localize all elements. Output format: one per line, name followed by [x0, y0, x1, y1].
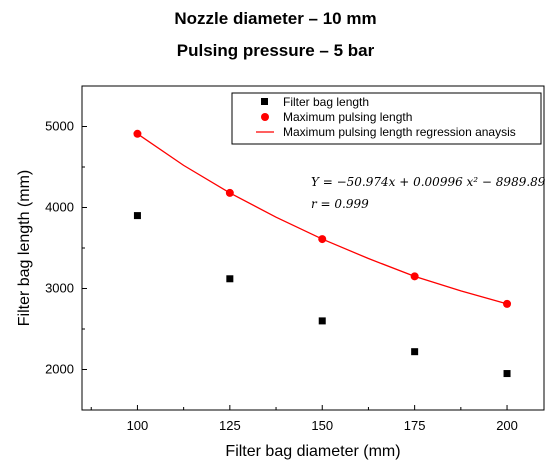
y-tick-label: 5000 [45, 119, 74, 134]
x-tick-label: 125 [219, 418, 241, 433]
maximum-pulsing-length-point [318, 235, 327, 244]
y-axis: 2000 3000 4000 5000 [45, 119, 87, 377]
legend-label-filter-bag-length: Filter bag length [283, 95, 369, 109]
maximum-pulsing-length-point [133, 129, 142, 138]
x-tick-label: 175 [404, 418, 426, 433]
regression-line [137, 133, 508, 305]
maximum-pulsing-length-point [225, 188, 234, 197]
legend-marker-square [261, 98, 268, 105]
filter-bag-length-point [226, 275, 234, 283]
y-tick-label: 4000 [45, 200, 74, 215]
legend-label-maximum-pulsing-length: Maximum pulsing length [283, 110, 412, 124]
chart-subtitle: Pulsing pressure – 5 bar [176, 41, 375, 60]
legend-marker-circle [261, 113, 269, 121]
x-tick-label: 200 [496, 418, 518, 433]
maximum-pulsing-length-point [410, 272, 419, 281]
x-axis: 100 125 150 175 200 [90, 405, 518, 433]
y-tick-label: 2000 [45, 362, 74, 377]
y-tick-label: 3000 [45, 281, 74, 296]
x-tick-label: 100 [127, 418, 149, 433]
regression-equation: Y = −50.974x + 0.00996 x² − 8989.89 [311, 175, 546, 189]
maximum-pulsing-length-point [503, 299, 512, 308]
filter-bag-length-point [133, 212, 141, 220]
correlation-coefficient: r = 0.999 [311, 197, 369, 211]
x-tick-label: 150 [311, 418, 333, 433]
x-axis-title: Filter bag diameter (mm) [225, 443, 400, 460]
filter-bag-length-point [411, 348, 419, 356]
chart-title: Nozzle diameter – 10 mm [174, 9, 377, 28]
filter-bag-length-point [318, 317, 326, 325]
filter-bag-length-point [503, 370, 511, 378]
legend: Filter bag length Maximum pulsing length… [231, 92, 542, 145]
legend-box [231, 92, 542, 145]
plot-series [133, 129, 512, 378]
legend-label-regression: Maximum pulsing length regression anaysi… [283, 125, 516, 139]
y-axis-title: Filter bag length (mm) [16, 170, 33, 327]
